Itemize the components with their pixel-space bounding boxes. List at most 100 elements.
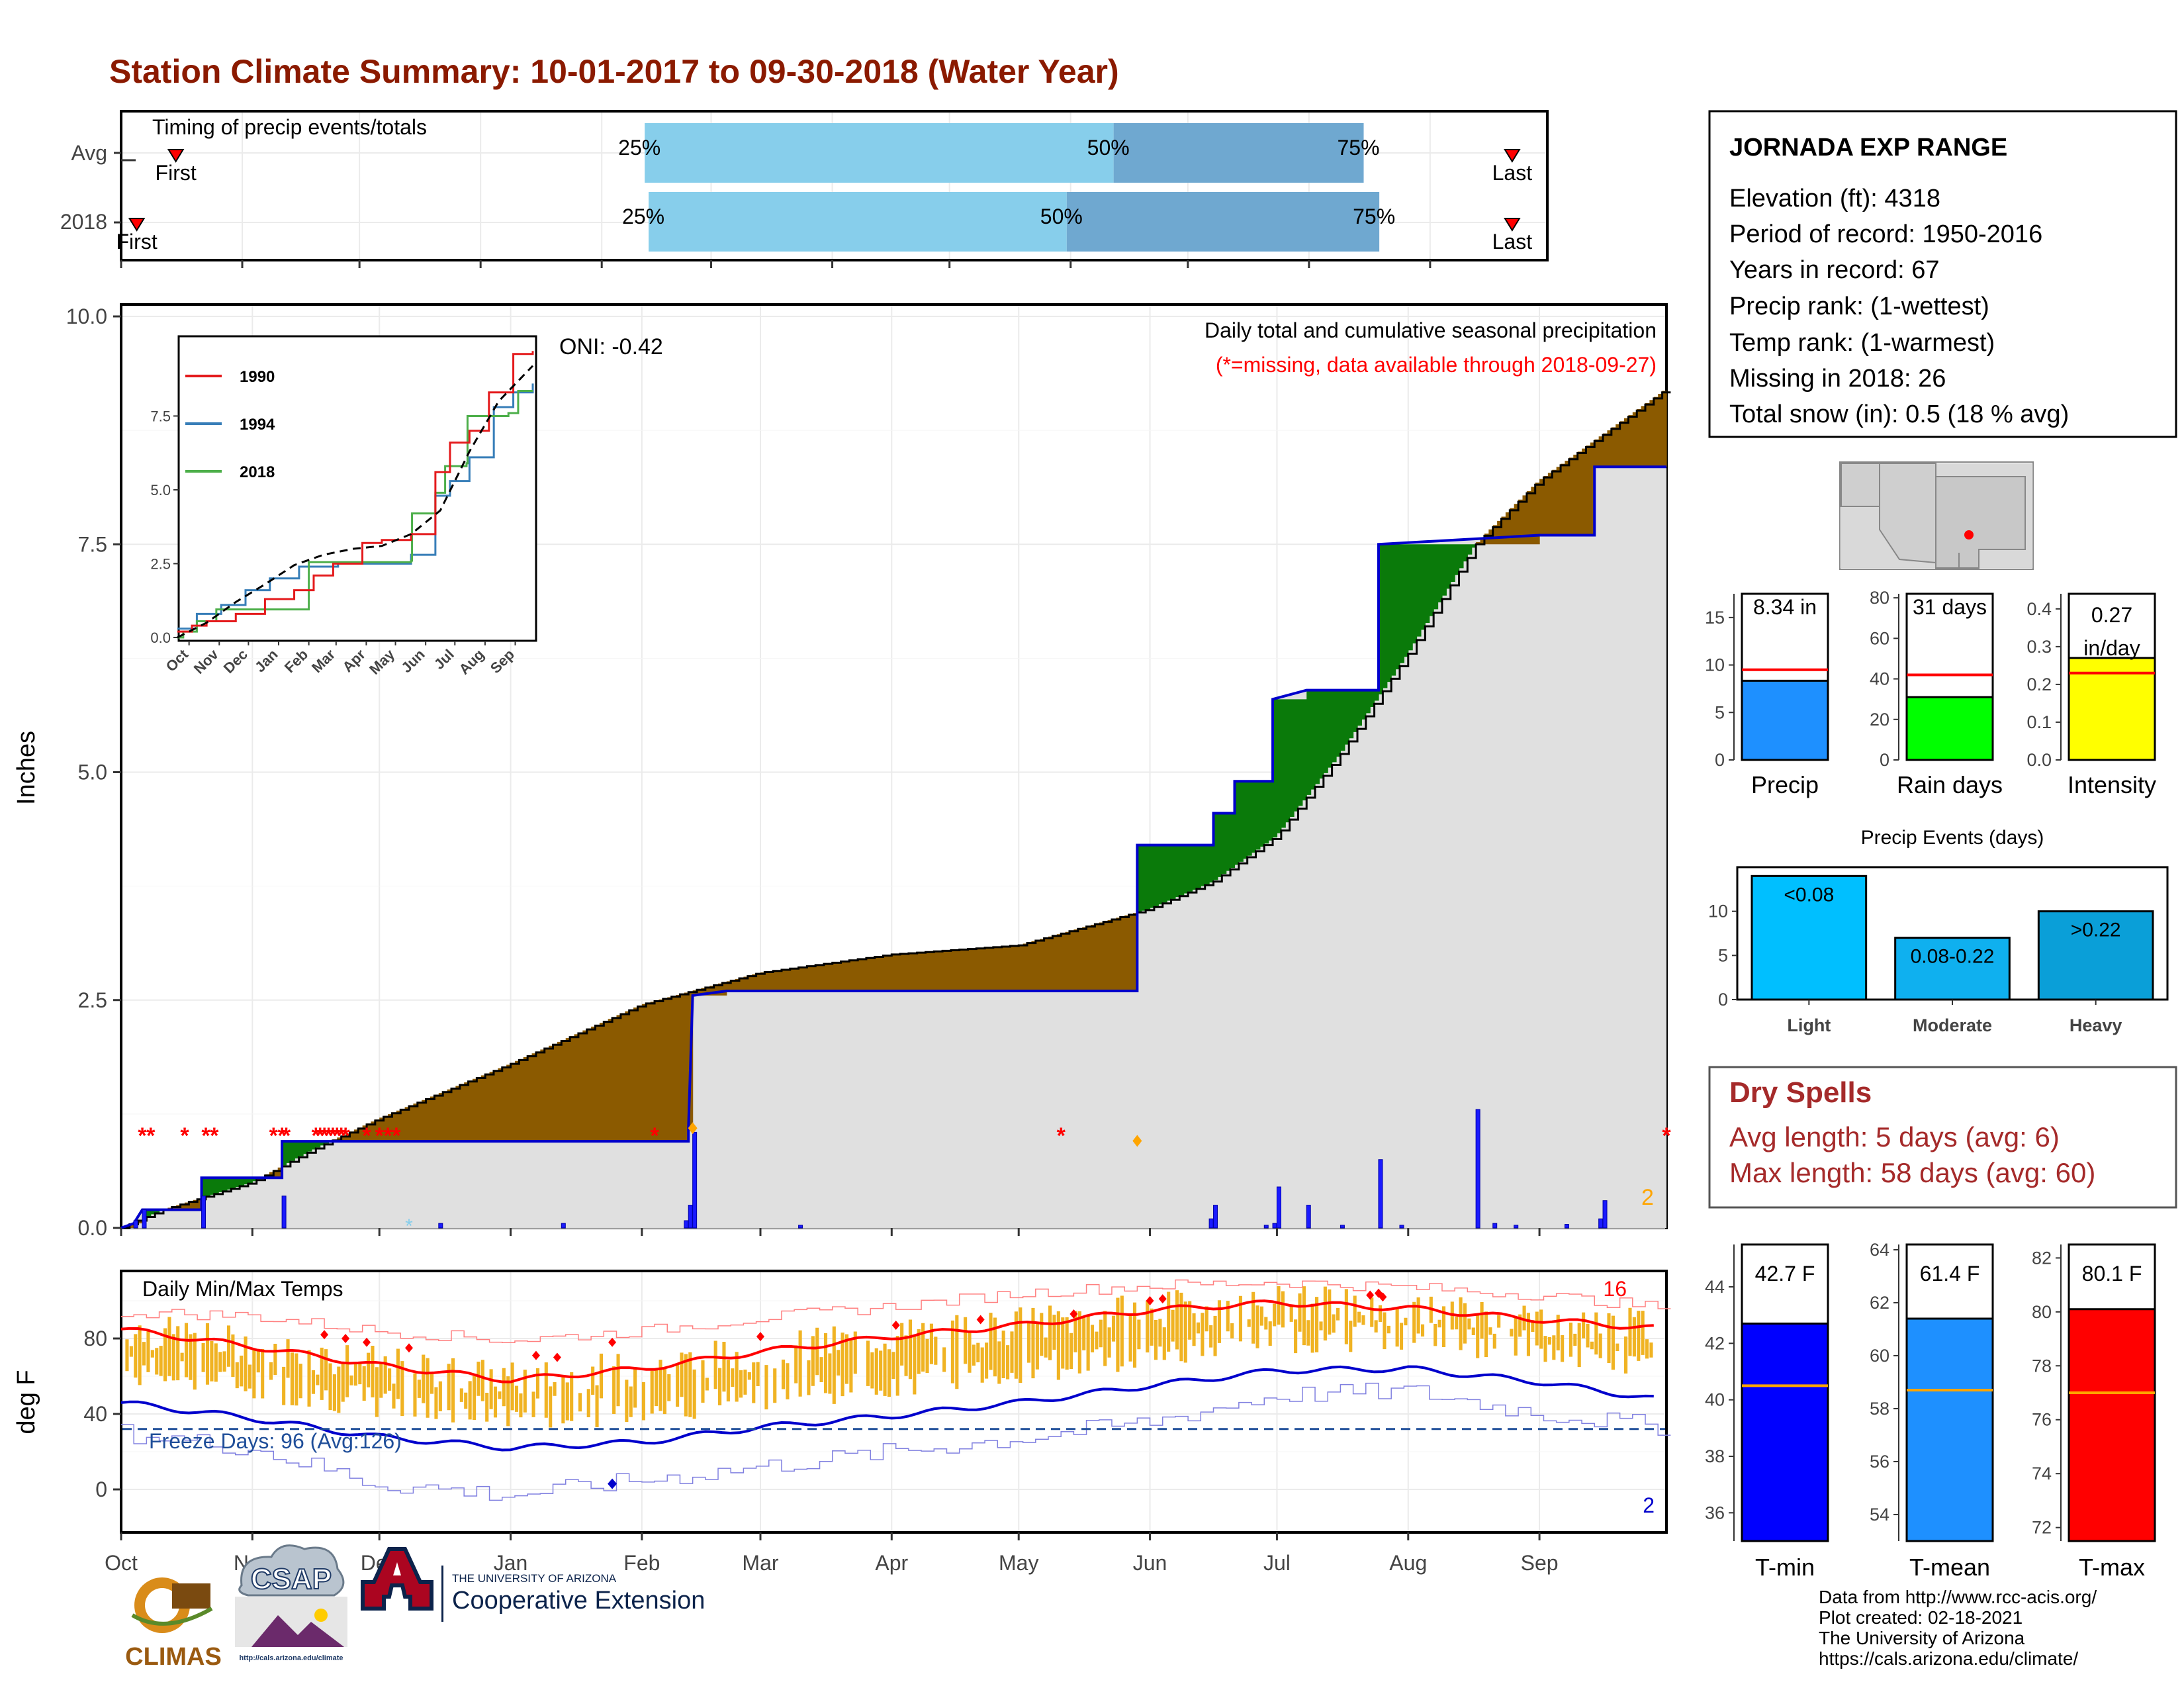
dry-spells-box: Dry Spells Avg length: 5 days (avg: 6) M… (1708, 1066, 2177, 1209)
last-event-label: Last (1492, 161, 1533, 185)
average-cumulative-line (121, 391, 1671, 1229)
events-bar-value-label: <0.08 (1784, 884, 1834, 906)
mini-chart-value-label: 0.27 (2091, 603, 2132, 627)
event-marker (688, 1122, 698, 1135)
first-event-marker (167, 149, 185, 163)
last-event-marker (1504, 218, 1521, 232)
mini-chart-value-label: 31 days (1913, 595, 1987, 619)
mini-chart-bar (2068, 657, 2156, 761)
climas-logo-text: CLIMAS (125, 1643, 222, 1671)
month-label: Jul (1263, 1551, 1291, 1575)
temp-y-tick-label: 40 (83, 1402, 107, 1426)
mini-chart-bar (1905, 696, 1994, 761)
precip-note-main: Daily total and cumulative seasonal prec… (1205, 318, 1657, 342)
ua-cooperative-extension-logo[interactable]: THE UNIVERSITY OF ARIZONA Cooperative Ex… (361, 1547, 705, 1622)
mini-chart-y-tick-label: 5 (1715, 702, 1725, 722)
daily-precip-bar (692, 1131, 698, 1229)
average-tmax-line (120, 1299, 1654, 1383)
timing-bar-q25-q50 (649, 192, 1067, 252)
record-high-marker (363, 1337, 371, 1347)
month-label: Jun (1133, 1551, 1167, 1575)
daily-precip-bar (281, 1196, 287, 1229)
temp-chart-value-label: 61.4 F (1920, 1262, 1980, 1286)
precip-missing-markers: * * * * * * ** ******** * * * * * * ** (138, 1122, 1671, 1237)
station-precip-rank: Precip rank: (1-wettest) (1729, 293, 1989, 320)
temp-chart-value-label: 80.1 F (2082, 1262, 2142, 1286)
timing-row-avg-label: Avg (71, 141, 107, 165)
footer-university: The University of Arizona (1819, 1628, 2025, 1648)
missing-data-marker: * (269, 1123, 279, 1149)
station-temp-rank: Temp rank: (1-warmest) (1729, 329, 1995, 357)
record-high-marker (553, 1352, 561, 1362)
events-bar (1894, 937, 2011, 1001)
daily-precip-bar (688, 1205, 693, 1229)
month-label: Oct (105, 1551, 138, 1575)
daily-precip-bar (684, 1220, 689, 1229)
month-label: Apr (875, 1551, 908, 1575)
climas-logo[interactable]: CLIMAS (125, 1577, 222, 1671)
daily-precip-bar (1306, 1205, 1311, 1229)
station-elevation: Elevation (ft): 4318 (1729, 185, 1940, 212)
record-low-marker (608, 1478, 617, 1489)
daily-precip-bar (1276, 1186, 1281, 1229)
temp-chart-label: T-mean (1909, 1554, 1990, 1581)
footer-credits: Data from http://www.rcc-acis.org/ Plot … (1819, 1587, 2097, 1669)
temp-chart-y-tick-label: 78 (2032, 1356, 2052, 1376)
inset-line-average (177, 365, 534, 639)
record-high-marker (1366, 1290, 1375, 1300)
temp-chart-y-tick-label: 76 (2032, 1410, 2052, 1430)
mini-chart-y-tick-label: 0.3 (2026, 637, 2052, 657)
dry-spells-title: Dry Spells (1729, 1076, 1872, 1109)
dry-spells-avg: Avg length: 5 days (avg: 6) (1729, 1121, 2060, 1152)
missing-data-marker: * (341, 1123, 350, 1149)
timing-bar-q50-q75 (1113, 123, 1364, 183)
daily-precip-bar (1378, 1159, 1383, 1229)
temp-chart-y-tick-label: 74 (2032, 1464, 2052, 1483)
daily-precip-bar (142, 1209, 147, 1229)
temp-panel-label: Daily Min/Max Temps (142, 1277, 343, 1301)
daily-precip-bar (1399, 1225, 1404, 1229)
timing-bar-q50-q75 (1066, 192, 1380, 252)
observed-cumulative-area (121, 467, 1666, 1228)
inset-legend-label: 1994 (240, 416, 275, 434)
events-bar-value-label: >0.22 (2071, 919, 2121, 941)
missing-data-marker: * (328, 1123, 338, 1149)
events-bar-label: Light (1787, 1015, 1831, 1035)
daily-precip-bar (798, 1225, 803, 1229)
events-y-tick-label: 10 (1708, 902, 1728, 921)
mini-chart-y-tick-label: 20 (1870, 710, 1889, 729)
timing-first-last-markers: First Last First Last (114, 149, 1533, 268)
missing-data-marker: * (138, 1123, 147, 1149)
precip-y-tick-label: 5.0 (78, 761, 107, 784)
missing-data-marker: * (320, 1123, 329, 1149)
temp-count-max: 16 (1603, 1277, 1627, 1301)
daily-precip-bar (1598, 1218, 1604, 1229)
temp-chart-y-tick-label: 64 (1870, 1240, 1889, 1260)
timing-label: Timing of precip events/totals (152, 115, 427, 139)
temp-chart-value-label: 42.7 F (1755, 1262, 1815, 1286)
first-event-marker (128, 218, 146, 232)
ua-name-small: THE UNIVERSITY OF ARIZONA (452, 1572, 617, 1585)
daily-precip-bar (1475, 1109, 1480, 1229)
daily-precip-bar (1212, 1205, 1218, 1229)
missing-data-marker: * (146, 1123, 156, 1149)
freeze-days-label: Freeze Days: 96 (Avg:126) (149, 1429, 402, 1453)
first-event-label: First (156, 161, 197, 185)
temp-count-min: 2 (1643, 1493, 1655, 1517)
mini-chart-value-label: 8.34 in (1753, 595, 1817, 619)
temp-y-tick-label: 80 (83, 1327, 107, 1350)
temp-chart-y-tick-label: 42 (1705, 1333, 1725, 1353)
daily-precip-bar (438, 1223, 443, 1229)
events-y-tick-label: 5 (1718, 945, 1728, 965)
missing-data-marker: * (337, 1123, 346, 1149)
precip-y-tick-label: 7.5 (78, 532, 107, 556)
inset-line-1994 (177, 383, 534, 630)
missing-data-marker: * (362, 1123, 371, 1149)
station-missing: Missing in 2018: 26 (1729, 365, 1946, 393)
csap-logo[interactable]: CSAP http://cals.arizona.edu/climate (235, 1544, 347, 1662)
temp-chart-y-tick-label: 36 (1705, 1503, 1725, 1523)
first-event-label: First (116, 230, 158, 254)
temp-chart-y-tick-label: 44 (1705, 1277, 1725, 1297)
daily-temp-range-bars (125, 1286, 1653, 1428)
